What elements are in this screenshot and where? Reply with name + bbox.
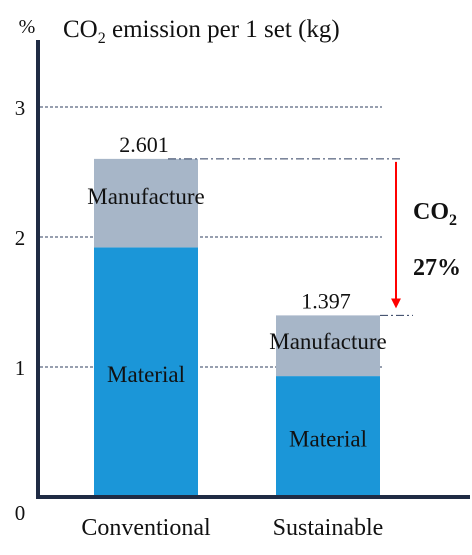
y-tick-label-text: 0 — [15, 501, 26, 525]
annotation-co2-label: CO2 — [413, 199, 457, 229]
y-tick-label-text: 1 — [15, 356, 26, 380]
bar-conventional-manufacture — [94, 158, 198, 248]
bar-sustainable-material — [276, 376, 380, 497]
annotation-percent-text: 27% — [413, 255, 461, 281]
y-axis-label: % — [19, 16, 36, 38]
segment-label-text: Manufacture — [269, 329, 387, 354]
x-tick-label-sustainable: Sustainable — [273, 515, 384, 541]
data-label-total-conventional: 2.601 — [119, 132, 169, 157]
y-tick-label-2: 2 — [15, 226, 26, 250]
bar-conventional-material — [94, 247, 198, 497]
segment-label-text: Material — [107, 362, 185, 387]
segment-label-sustainable-manufacture: Manufacture — [269, 329, 387, 354]
segment-label-conventional-material: Material — [107, 362, 185, 387]
data-label-total-text: 1.397 — [301, 288, 351, 313]
segment-label-text: Manufacture — [87, 184, 205, 209]
y-tick-label-text: 3 — [15, 96, 26, 120]
title-subscript: 2 — [98, 30, 106, 47]
text-layer: Material Manufacture 2.601 Conventional Mate… — [15, 16, 461, 541]
bars-layer — [94, 158, 380, 497]
x-tick-label-text: Sustainable — [273, 515, 384, 541]
annotation-subscript: 2 — [449, 212, 457, 229]
segment-label-text: Material — [289, 427, 367, 452]
bar-sustainable-manufacture — [276, 315, 380, 377]
annotation-prefix: CO — [413, 199, 449, 225]
chart-title: CO2 emission per 1 set (kg) — [63, 16, 340, 47]
annotation-percent-label: 27% — [413, 255, 461, 281]
x-tick-label-text: Conventional — [81, 515, 211, 541]
data-label-total-sustainable: 1.397 — [301, 288, 351, 313]
segment-label-conventional-manufacture: Manufacture — [87, 184, 205, 209]
title-suffix: emission per 1 set (kg) — [106, 16, 340, 43]
y-tick-label-3: 3 — [15, 96, 26, 120]
y-tick-label-1: 1 — [15, 356, 26, 380]
y-tick-label-0: 0 — [15, 501, 26, 525]
segment-label-sustainable-material: Material — [289, 427, 367, 452]
data-label-total-text: 2.601 — [119, 132, 169, 157]
axes-layer — [36, 40, 470, 499]
y-axis-label-text: % — [19, 16, 36, 38]
y-tick-label-text: 2 — [15, 226, 26, 250]
title-prefix: CO — [63, 16, 98, 43]
x-tick-label-conventional: Conventional — [81, 515, 211, 541]
